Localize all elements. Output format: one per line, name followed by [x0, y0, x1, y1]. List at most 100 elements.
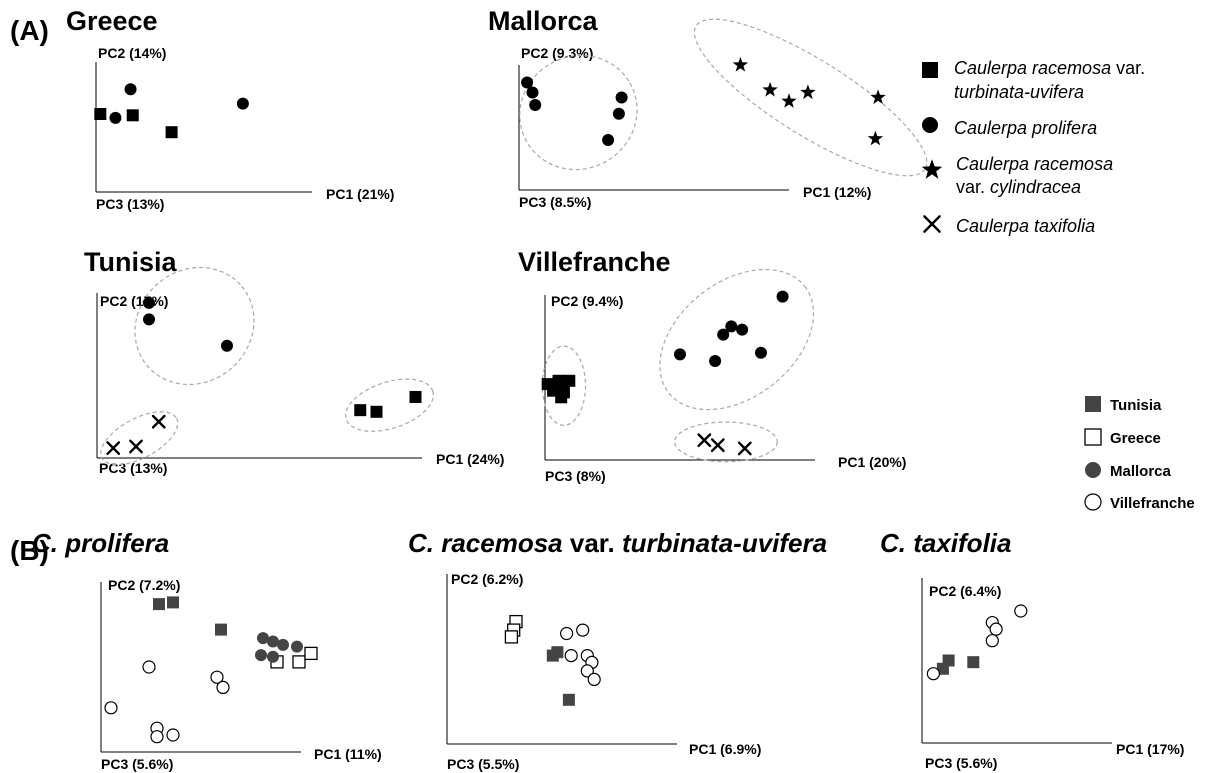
species-legend-2-1-run-0: var. [956, 177, 990, 197]
xlabel: PC1 (6.9%) [689, 741, 761, 757]
plot-title-run-1: var. [563, 528, 622, 558]
species-legend-2-0-run-0: Caulerpa racemosa [956, 154, 1113, 174]
species-legend-item-2: Caulerpa racemosa var. cylindracea [922, 154, 1113, 197]
point-s1-0 [733, 57, 748, 72]
point-s2-0 [699, 435, 710, 446]
point-s0-1 [527, 87, 539, 99]
species-legend-3-0-run-0: Caulerpa taxifolia [956, 216, 1095, 236]
point-s2-1 [130, 441, 141, 452]
point-s0-3 [616, 92, 628, 104]
species-legend-text-1-0: Caulerpa prolifera [954, 118, 1097, 138]
site-legend-label-2: Mallorca [1110, 463, 1172, 480]
point-s1-3 [781, 93, 796, 108]
species-legend: Caulerpa racemosa var.turbinata-uviferaC… [922, 58, 1145, 236]
species-legend-text-2-1: var. cylindracea [956, 177, 1081, 197]
species-legend-text-2-0: Caulerpa racemosa [956, 154, 1113, 174]
site-legend-item-2: Mallorca [1085, 462, 1172, 480]
point-s1-2 [990, 623, 1002, 635]
plot-title-run-0: Tunisia [84, 247, 177, 277]
point-s1-2 [505, 631, 517, 643]
point-s3-0 [143, 661, 155, 673]
point-s1-4 [870, 89, 885, 104]
point-s0-1 [143, 313, 155, 325]
site-legend-marker-1 [1085, 429, 1101, 445]
ylabel: PC2 (9.3%) [521, 45, 593, 61]
plot-title: Mallorca [488, 6, 599, 36]
zlabel: PC3 (5.5%) [447, 756, 519, 772]
plot-0: Greece PC2 (14%) PC3 (13%) PC1 (21%) [66, 6, 394, 212]
site-legend-marker-2 [1085, 462, 1101, 478]
point-s1-5 [868, 131, 883, 146]
point-s0-2 [529, 99, 541, 111]
point-s0-6 [755, 347, 767, 359]
plot-title-run-0: Greece [66, 6, 158, 36]
point-s1-0 [1015, 605, 1027, 617]
point-s2-2 [739, 443, 750, 454]
point-s0-2 [215, 624, 227, 636]
point-s1-2 [166, 126, 178, 138]
plot-title-run-0: Villefranche [518, 247, 671, 277]
point-s2-0 [108, 442, 119, 453]
species-legend-text-0-0: Caulerpa racemosa var. [954, 58, 1145, 78]
point-s1-0 [94, 108, 106, 120]
species-legend-marker-3 [924, 216, 939, 231]
ylabel: PC2 (9.4%) [551, 293, 623, 309]
point-s0-1 [551, 646, 563, 658]
site-legend-item-1: Greece [1085, 429, 1161, 447]
ylabel: PC2 (7.2%) [108, 577, 180, 593]
plot-6: C. taxifoliaPC2 (6.4%)PC3 (5.6%)PC1 (17%… [880, 528, 1184, 771]
site-legend-item-0: Tunisia [1085, 396, 1162, 414]
species-legend-0-1-run-0: turbinata-uvifera [954, 82, 1084, 102]
point-s0-2 [109, 112, 121, 124]
ylabel: PC2 (6.4%) [929, 583, 1001, 599]
cluster-ellipse-1 [339, 369, 440, 441]
xlabel: PC1 (20%) [838, 454, 906, 470]
point-s1-3 [986, 635, 998, 647]
species-legend-marker-1 [922, 117, 938, 133]
point-s2-1 [712, 439, 723, 450]
point-s1-1 [762, 82, 777, 97]
ylabel: PC2 (6.2%) [451, 571, 523, 587]
point-s0-1 [237, 98, 249, 110]
point-s0-5 [602, 134, 614, 146]
point-s1-4 [927, 668, 939, 680]
xlabel: PC1 (21%) [326, 186, 394, 202]
point-s2-1 [577, 624, 589, 636]
point-s3-2 [217, 681, 229, 693]
point-s1-2 [410, 391, 422, 403]
point-s0-2 [736, 324, 748, 336]
site-legend: TunisiaGreeceMallorcaVillefranche [1085, 396, 1195, 512]
cluster-ellipse-2 [675, 422, 778, 462]
plot-title-run-0: Mallorca [488, 6, 599, 36]
point-s0-2 [221, 340, 233, 352]
point-s1-5 [555, 391, 567, 403]
point-s0-0 [777, 291, 789, 303]
ylabel: PC2 (17%) [100, 293, 168, 309]
point-s2-2 [277, 639, 289, 651]
zlabel: PC3 (13%) [96, 196, 164, 212]
site-legend-marker-0 [1085, 396, 1101, 412]
point-s0-5 [709, 355, 721, 367]
point-s1-0 [354, 404, 366, 416]
plot-title: C. prolifera [32, 528, 169, 558]
point-s1-1 [371, 406, 383, 418]
species-legend-item-0: Caulerpa racemosa var. turbinata-uvifera [922, 58, 1145, 102]
plot-title: Greece [66, 6, 158, 36]
species-legend-text-0-1: turbinata-uvifera [954, 82, 1084, 102]
species-legend-1-0-run-0: Caulerpa prolifera [954, 118, 1097, 138]
zlabel: PC3 (5.6%) [101, 756, 173, 772]
point-s1-1 [127, 109, 139, 121]
site-legend-label-0: Tunisia [1110, 397, 1162, 414]
plot-4: C. prolifera PC2 (7.2%) PC3 (5.6%) PC1 (11%… [32, 528, 382, 772]
panel-a-label: (A) [10, 15, 49, 46]
point-s1-2 [305, 647, 317, 659]
plot-title-run-2: turbinata-uvifera [622, 528, 827, 558]
species-legend-item-1: Caulerpa prolifera [922, 117, 1097, 138]
point-s2-5 [267, 651, 279, 663]
plot-2: Tunisia PC2 (17%) PC3 (13%) PC1 (24%) [84, 243, 504, 476]
species-legend-0-0-run-0: Caulerpa racemosa [954, 58, 1111, 78]
xlabel: PC1 (11%) [314, 746, 382, 762]
point-s3-3 [105, 702, 117, 714]
point-s2-3 [291, 641, 303, 653]
